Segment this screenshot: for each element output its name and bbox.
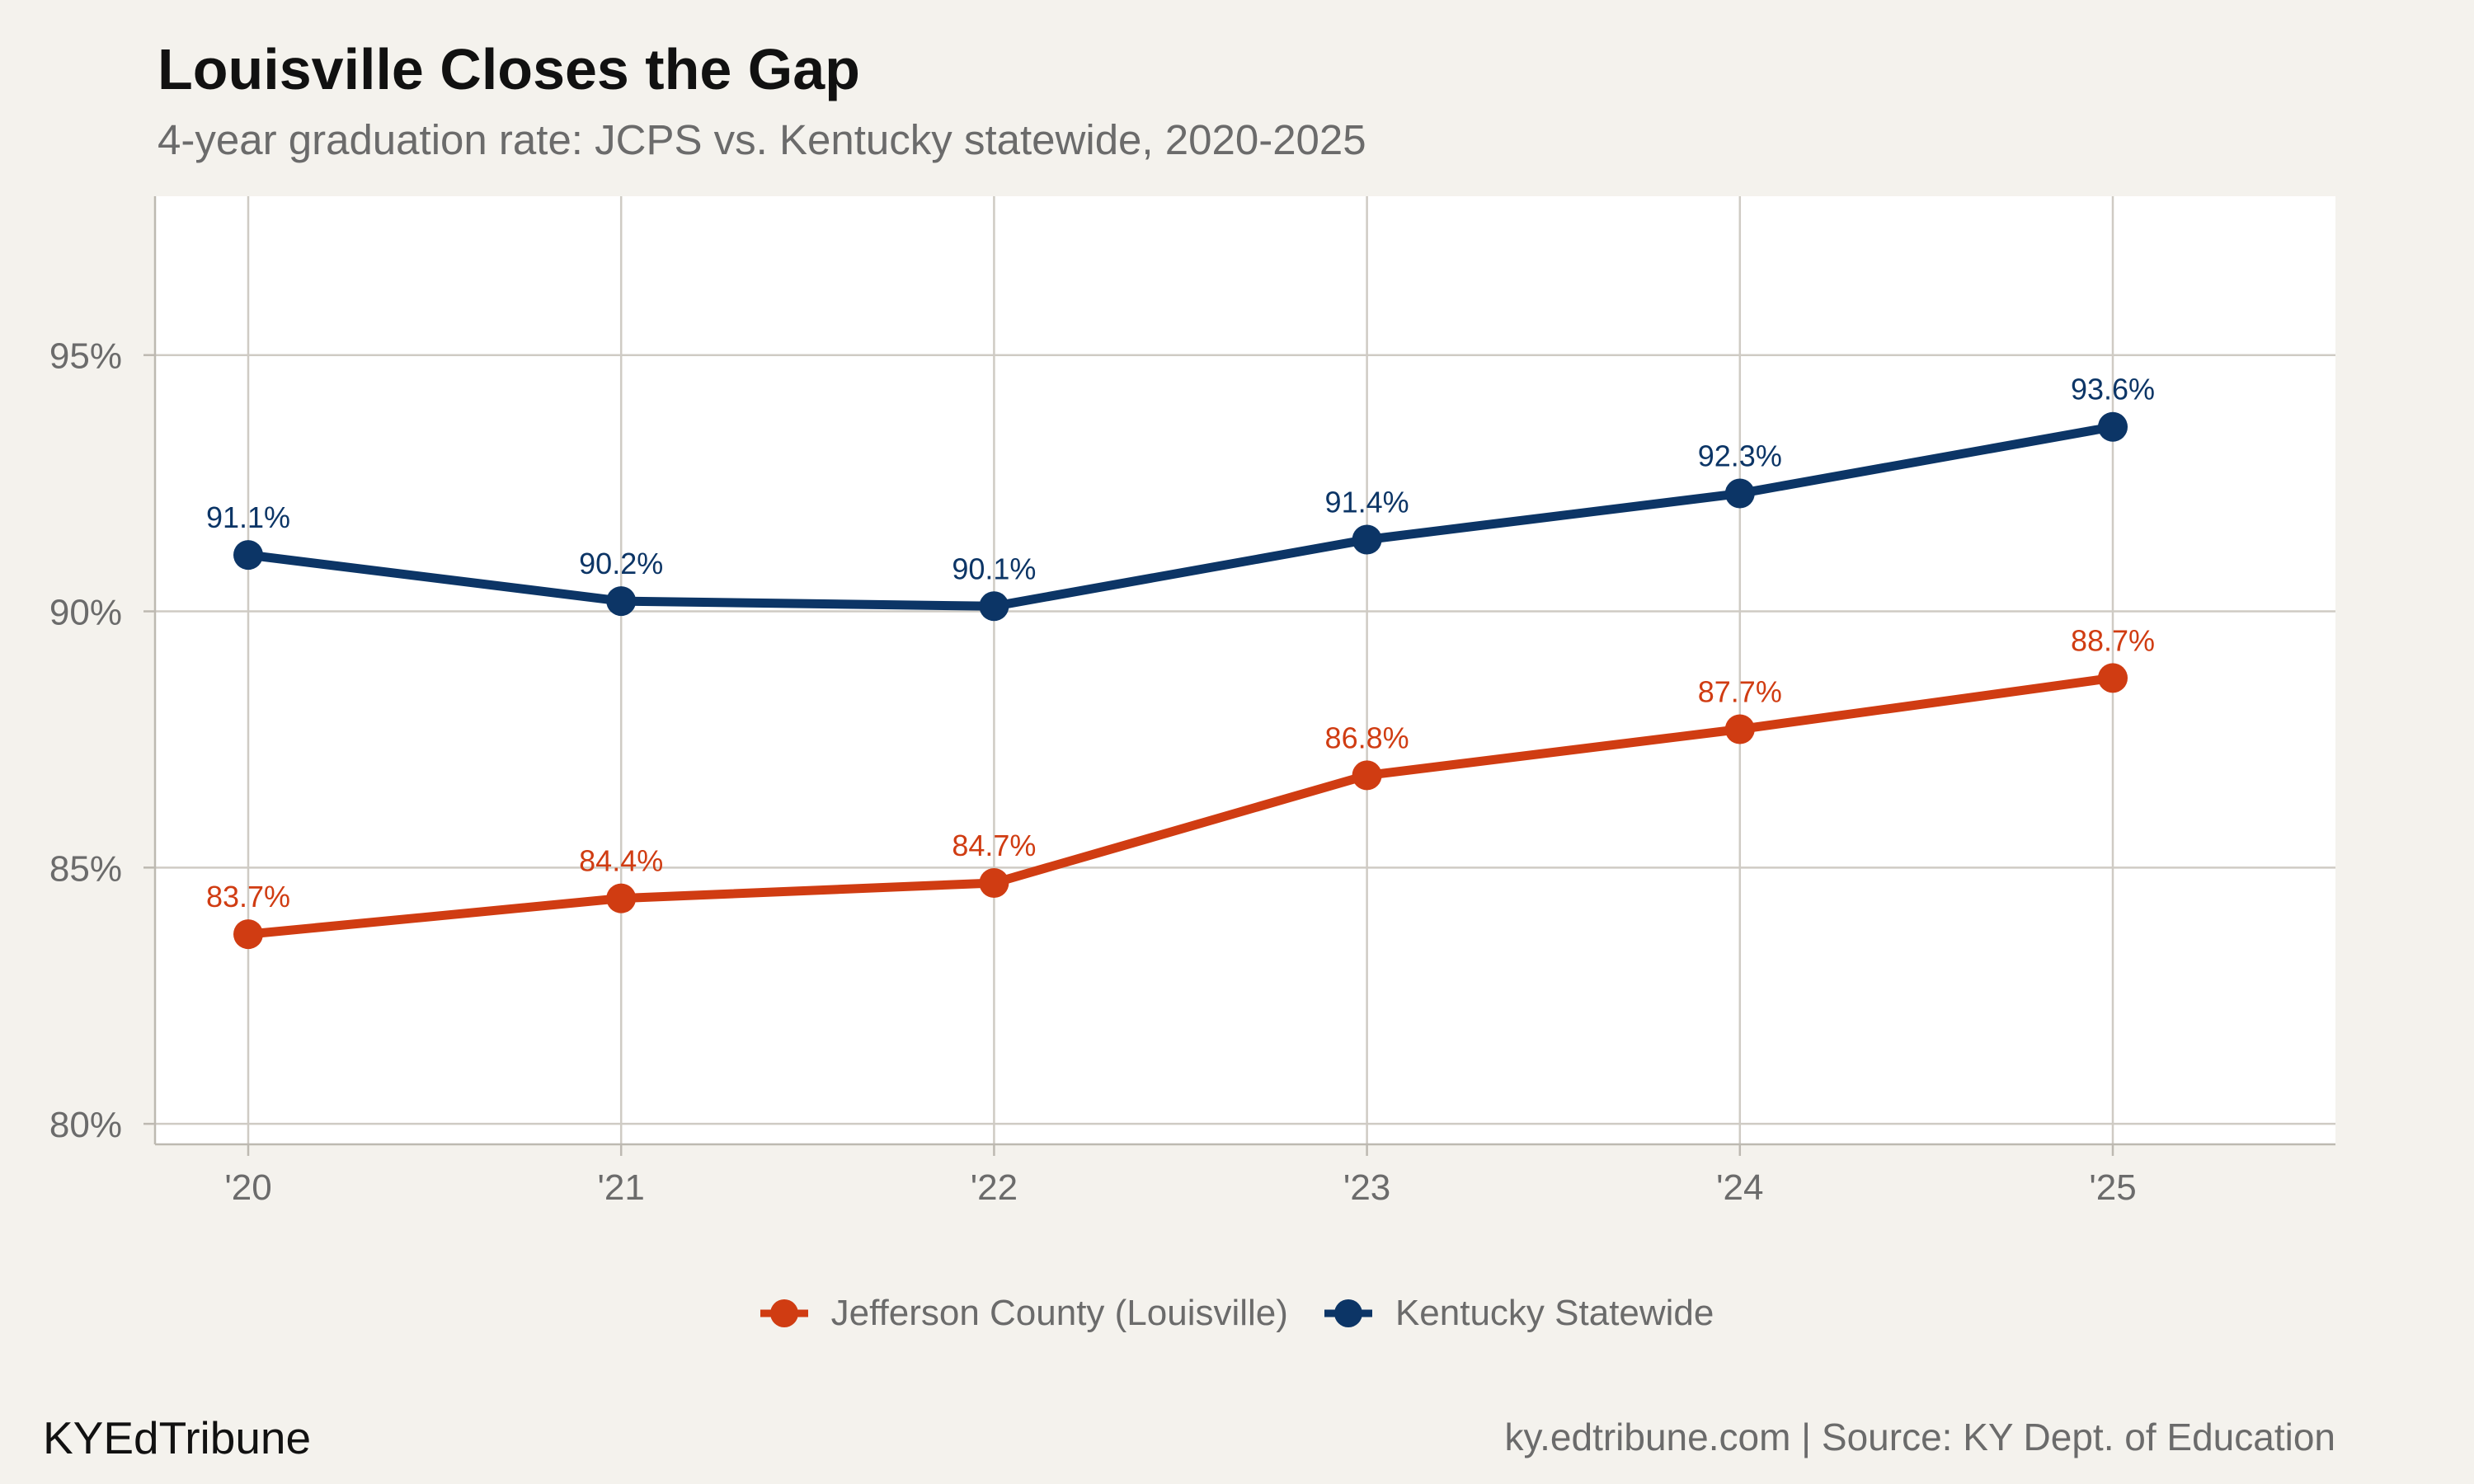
legend-item-kentucky-statewide: Kentucky Statewide bbox=[1324, 1293, 1714, 1334]
source-credit: ky.edtribune.com | Source: KY Dept. of E… bbox=[1504, 1416, 2335, 1458]
x-tick-label: '23 bbox=[1343, 1167, 1390, 1208]
data-point-kentucky-statewide bbox=[606, 586, 637, 617]
data-point-jefferson-county bbox=[2098, 663, 2128, 693]
x-tick-label: '25 bbox=[2089, 1167, 2136, 1208]
data-point-kentucky-statewide bbox=[2098, 411, 2128, 442]
x-tick-label: '24 bbox=[1716, 1167, 1763, 1208]
plot-area bbox=[155, 196, 2335, 1144]
data-label-kentucky-statewide: 92.3% bbox=[1698, 439, 1782, 473]
series-line-kentucky-statewide bbox=[243, 422, 2118, 611]
legend-label-kentucky-statewide: Kentucky Statewide bbox=[1395, 1293, 1714, 1333]
data-label-jefferson-county: 88.7% bbox=[2071, 623, 2155, 657]
series-line-jefferson-county bbox=[243, 673, 2118, 939]
data-point-jefferson-county bbox=[979, 867, 1009, 898]
legend-item-jefferson-county: Jefferson County (Louisville) bbox=[760, 1293, 1288, 1334]
chart-legend: Jefferson County (Louisville) Kentucky S… bbox=[0, 1293, 2474, 1334]
y-tick-label: 90% bbox=[49, 593, 122, 633]
y-tick-label: 80% bbox=[49, 1105, 122, 1145]
data-point-kentucky-statewide bbox=[233, 540, 263, 571]
data-point-jefferson-county bbox=[233, 919, 263, 950]
data-label-jefferson-county: 87.7% bbox=[1698, 674, 1782, 708]
y-tick-label: 95% bbox=[49, 336, 122, 377]
data-label-kentucky-statewide: 90.1% bbox=[952, 552, 1036, 585]
legend-label-jefferson-county: Jefferson County (Louisville) bbox=[830, 1293, 1288, 1333]
legend-key-kentucky-statewide bbox=[1324, 1299, 1372, 1327]
data-point-jefferson-county bbox=[606, 883, 637, 913]
data-label-jefferson-county: 86.8% bbox=[1325, 721, 1409, 754]
data-label-kentucky-statewide: 93.6% bbox=[2071, 373, 2155, 406]
x-tick-label: '20 bbox=[224, 1167, 271, 1208]
data-label-jefferson-county: 84.7% bbox=[952, 829, 1036, 862]
data-point-jefferson-county bbox=[1352, 760, 1382, 791]
data-label-kentucky-statewide: 90.2% bbox=[579, 547, 663, 580]
chart-subtitle: 4-year graduation rate: JCPS vs. Kentuck… bbox=[158, 116, 1366, 163]
data-point-jefferson-county bbox=[1724, 714, 1755, 744]
chart-title: Louisville Closes the Gap bbox=[158, 37, 860, 101]
data-point-kentucky-statewide bbox=[1352, 524, 1382, 555]
data-label-kentucky-statewide: 91.1% bbox=[206, 500, 290, 534]
x-tick-label: '22 bbox=[971, 1167, 1018, 1208]
data-label-jefferson-county: 84.4% bbox=[579, 844, 663, 878]
data-label-kentucky-statewide: 91.4% bbox=[1325, 485, 1409, 519]
x-tick-label: '21 bbox=[598, 1167, 645, 1208]
data-point-kentucky-statewide bbox=[1724, 478, 1755, 509]
data-label-jefferson-county: 83.7% bbox=[206, 880, 290, 913]
brand-logo-text: KYEdTribune bbox=[43, 1412, 312, 1463]
data-point-kentucky-statewide bbox=[979, 591, 1009, 622]
y-tick-label: 85% bbox=[49, 848, 122, 889]
legend-key-jefferson-county bbox=[760, 1299, 808, 1327]
